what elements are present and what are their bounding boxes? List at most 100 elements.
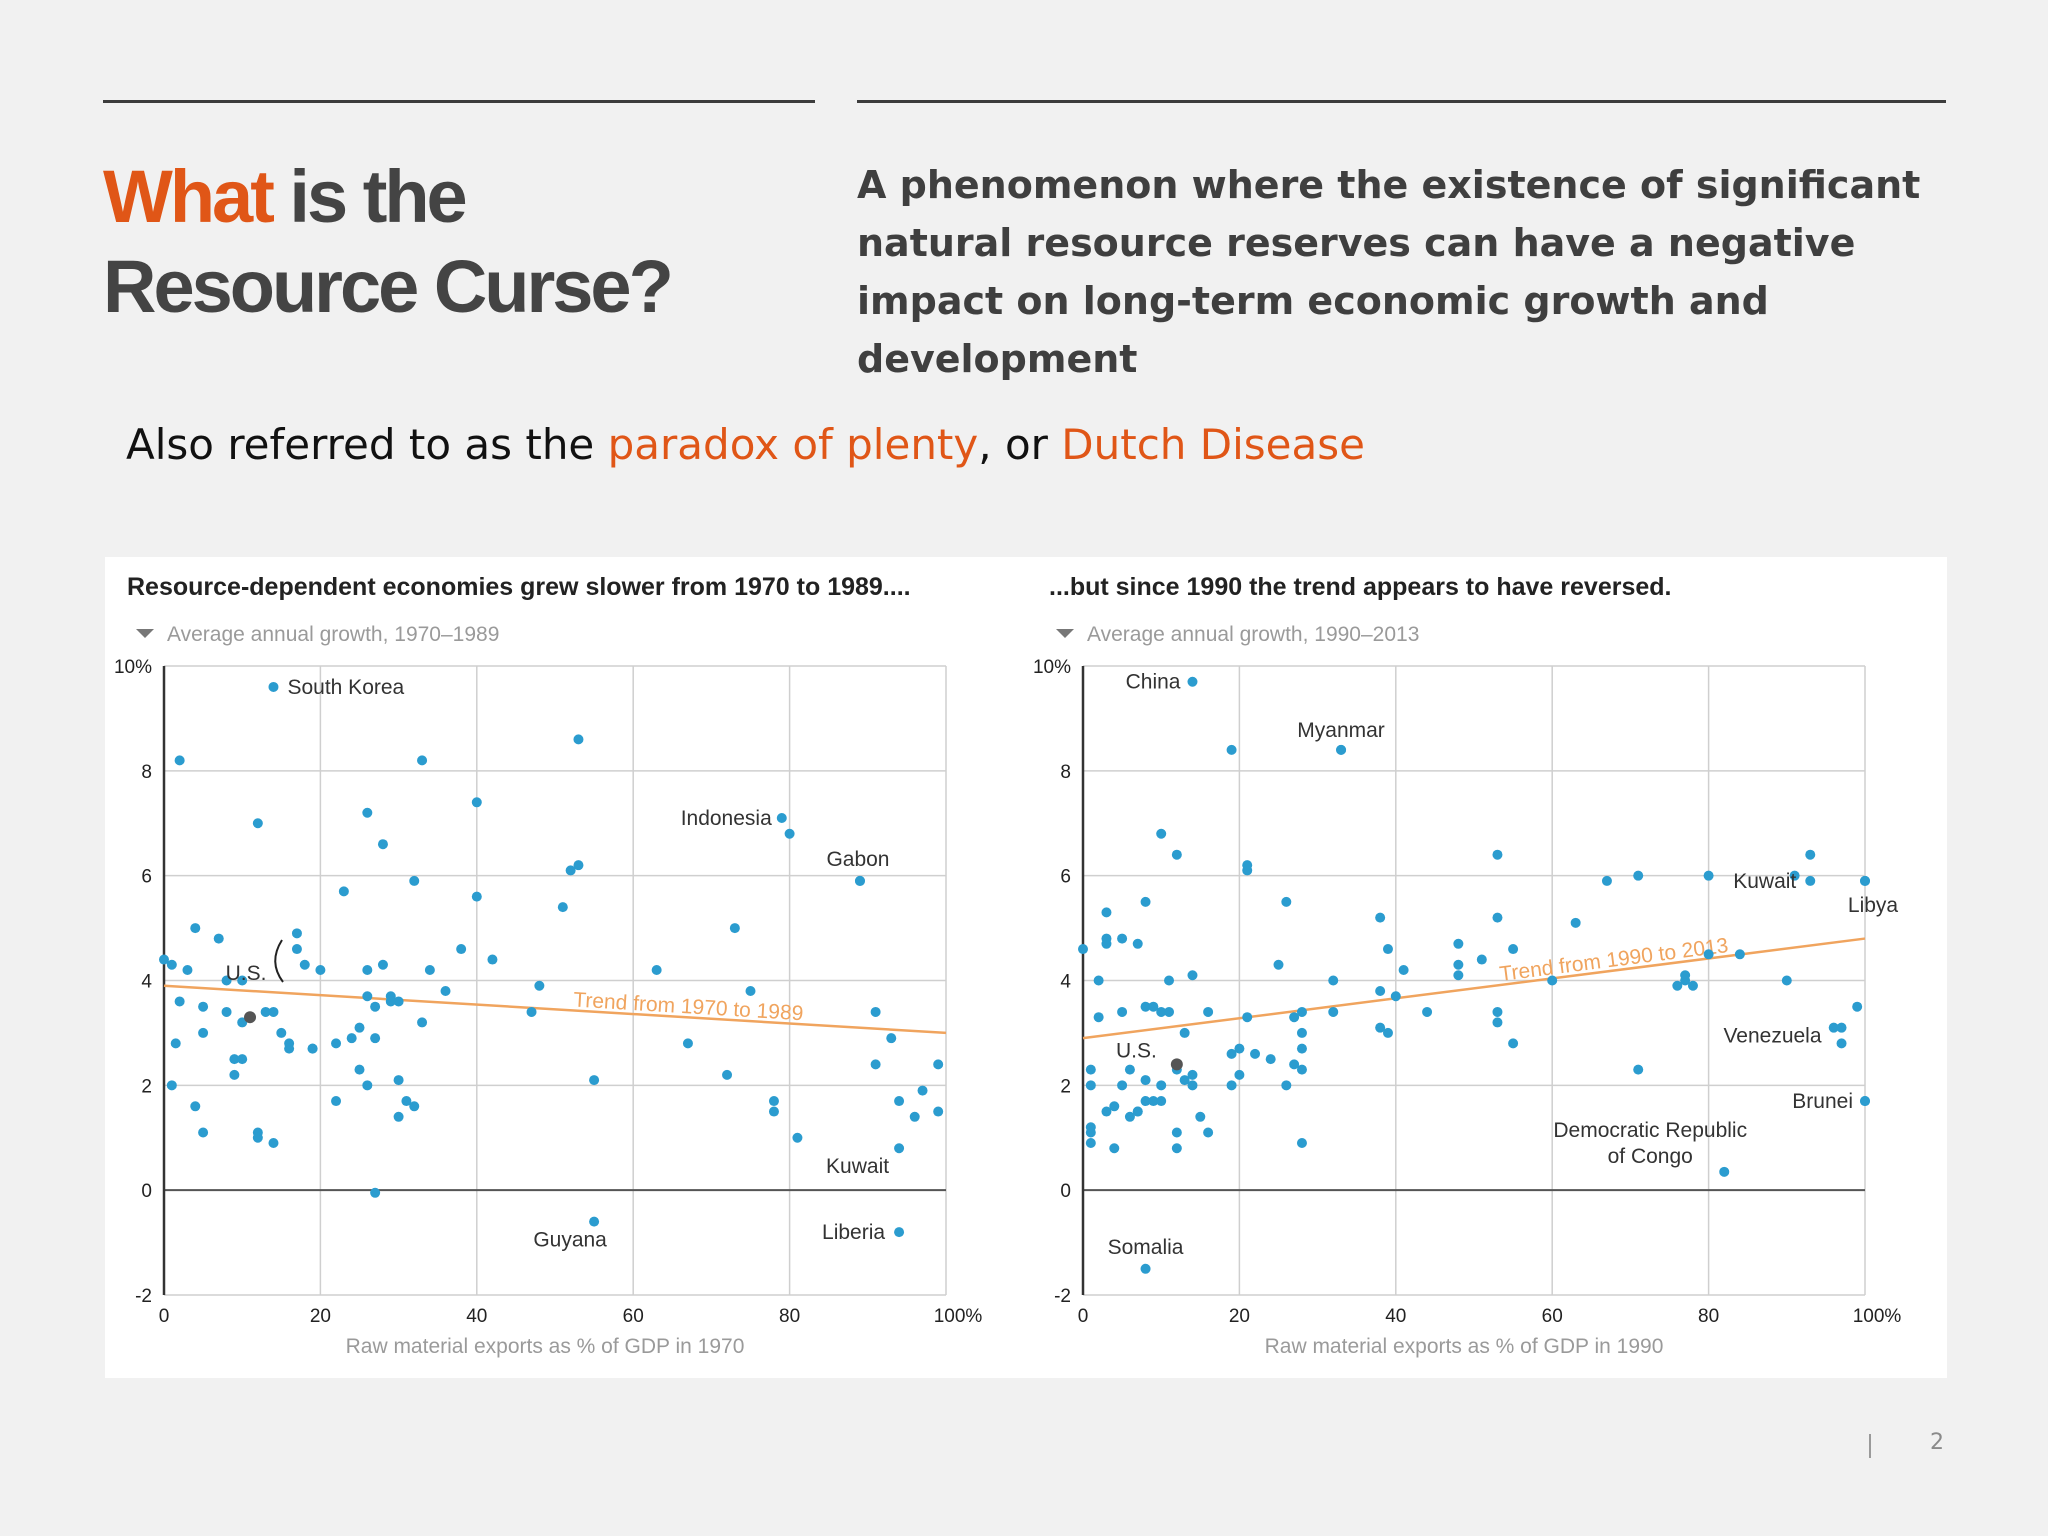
- chart2-data-point: [1296, 1006, 1307, 1017]
- chart2-data-point: [1179, 1075, 1190, 1086]
- chart2-data-point: [1117, 1080, 1128, 1091]
- charts-svg: Resource-dependent economies grew slower…: [114, 573, 1901, 1358]
- chart1-labeled-point: [589, 1216, 600, 1227]
- chart2-labeled-point: [1336, 744, 1347, 755]
- chart2-data-point: [1382, 1027, 1393, 1038]
- definition-text: A phenomenon where the existence of sign…: [857, 163, 1921, 381]
- chart1-data-point: [393, 1075, 404, 1086]
- chart2-point-label: of Congo: [1608, 1145, 1693, 1168]
- alias-term-dutch: Dutch Disease: [1061, 420, 1365, 469]
- chart1-data-point: [933, 1059, 944, 1070]
- chart1-data-point: [260, 1006, 271, 1017]
- chart1-data-point: [252, 818, 263, 829]
- chart2-data-point: [1250, 1048, 1261, 1059]
- chart1-data-point: [377, 839, 388, 850]
- chart2-data-point: [1117, 1006, 1128, 1017]
- chart2-data-point: [1195, 1111, 1206, 1122]
- chart2-y-tick-label: 8: [1060, 762, 1071, 783]
- chart1-data-point: [198, 1027, 209, 1038]
- chart2-data-point: [1226, 1080, 1237, 1091]
- chart2-data-point: [1242, 1012, 1253, 1023]
- chart2-data-point: [1492, 1017, 1503, 1028]
- charts-figure: Resource-dependent economies grew slower…: [105, 557, 1947, 1378]
- chart1-x-tick-label: 20: [310, 1306, 331, 1327]
- chart2-labeled-point: [1836, 1022, 1847, 1033]
- chart2-labeled-point: [1140, 1263, 1151, 1274]
- chart1-data-point: [933, 1106, 944, 1117]
- chart2-data-point: [1226, 1048, 1237, 1059]
- chart1-labeled-point: [894, 1227, 905, 1238]
- chart1-point-label: Guyana: [533, 1229, 607, 1252]
- chart2-data-point: [1164, 975, 1175, 986]
- chart1-title: Resource-dependent economies grew slower…: [127, 573, 911, 601]
- chart2-xlabel: Raw material exports as % of GDP in 1990: [1265, 1335, 1664, 1358]
- chart1-data-point: [385, 991, 396, 1002]
- chart2-data-point: [1140, 1001, 1151, 1012]
- chart1-data-point: [229, 1054, 240, 1065]
- chart2-x-tick-label: 60: [1542, 1306, 1563, 1327]
- chart1-data-point: [870, 1059, 881, 1070]
- chart2-point-label: China: [1126, 671, 1181, 694]
- chart2-data-point: [1171, 1143, 1182, 1154]
- chart1-point-label: U.S.: [226, 962, 267, 985]
- chart2-data-point: [1164, 1006, 1175, 1017]
- alias-sentence: Also referred to as the paradox of plent…: [126, 420, 1365, 469]
- chart1-data-point: [338, 886, 349, 897]
- chart2-data-point: [1375, 1022, 1386, 1033]
- chart1-data-point: [526, 1006, 537, 1017]
- chart1-data-point: [573, 860, 584, 871]
- chart2-data-point: [1156, 1006, 1167, 1017]
- chart1-data-point: [917, 1085, 928, 1096]
- chart2-data-point: [1187, 1080, 1198, 1091]
- chart2-data-point: [1085, 1064, 1096, 1075]
- chart1-data-point: [166, 959, 177, 970]
- chart1-data-point: [456, 944, 467, 955]
- chart1-data-point: [354, 1022, 365, 1033]
- chart1-data-point: [362, 1080, 373, 1091]
- chart2-data-point: [1672, 980, 1683, 991]
- chart1-trend-label: Trend from 1970 to 1989: [573, 988, 804, 1025]
- chart1-xlabel: Raw material exports as % of GDP in 1970: [346, 1335, 745, 1358]
- chart1-data-point: [221, 975, 232, 986]
- chart2-labeled-point: [1860, 875, 1870, 886]
- chart1-data-point: [299, 959, 310, 970]
- chart1-data-point: [557, 902, 568, 913]
- chart1-data-point: [573, 734, 584, 745]
- chart1-point-label: South Korea: [287, 676, 404, 699]
- chart2-data-point: [1148, 1001, 1159, 1012]
- chart2-data-point: [1085, 1127, 1096, 1138]
- chart2-x-tick-label: 20: [1229, 1306, 1250, 1327]
- chart2-point-label: Democratic Republic: [1553, 1119, 1747, 1142]
- chart2-data-point: [1828, 1022, 1839, 1033]
- chart1-data-point: [291, 928, 302, 939]
- chart1-data-point: [331, 1096, 342, 1107]
- chart2-data-point: [1453, 970, 1464, 981]
- chart1-y-tick-label: 10%: [114, 657, 152, 678]
- alias-term-paradox: paradox of plenty: [607, 420, 979, 469]
- chart2-data-point: [1085, 1080, 1096, 1091]
- chart1-data-point: [198, 1127, 209, 1138]
- chart1-data-point: [174, 996, 185, 1007]
- chart2-labeled-point: [1187, 676, 1198, 687]
- chart2-data-point: [1289, 1059, 1300, 1070]
- chart1-labeled-point: [776, 813, 787, 824]
- chart1-data-point: [370, 1001, 381, 1012]
- chart2-data-point: [1085, 1137, 1096, 1148]
- page-separator: [1869, 1434, 1871, 1458]
- chart2-data-point: [1453, 959, 1464, 970]
- alias-middle: , or: [978, 420, 1062, 469]
- chart2-point-label: U.S.: [1116, 1039, 1157, 1062]
- chart2-data-point: [1781, 975, 1792, 986]
- chart2-data-point: [1156, 828, 1167, 839]
- chart1-data-point: [745, 985, 756, 996]
- chart2-data-point: [1101, 1106, 1112, 1117]
- chart1-x-tick-label: 100%: [934, 1306, 983, 1327]
- chart1-labeled-point: [894, 1143, 905, 1154]
- chart2-data-point: [1453, 938, 1464, 949]
- chart2-data-point: [1148, 1096, 1159, 1107]
- page-number: 2: [1930, 1430, 1944, 1455]
- chart1-data-point: [159, 954, 169, 965]
- chart1-data-point: [362, 807, 373, 818]
- chart1-point-label: Liberia: [822, 1221, 885, 1244]
- chart1-data-point: [346, 1033, 357, 1044]
